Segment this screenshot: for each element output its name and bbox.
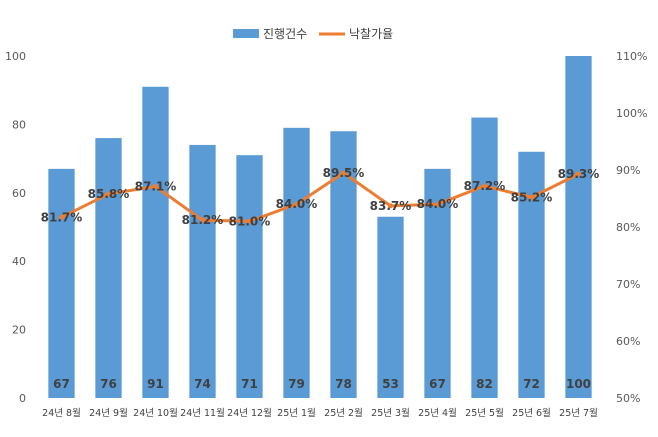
- line-point: [59, 214, 64, 220]
- line-value-label: 87.1%: [135, 180, 177, 194]
- line-path: [60, 171, 580, 223]
- bar-value-label: 78: [335, 377, 352, 391]
- legend-label-line: 낙찰가율: [349, 27, 393, 41]
- bar: [236, 155, 263, 398]
- bar-value-label: 74: [194, 377, 211, 391]
- line-value-label: 81.0%: [229, 214, 271, 228]
- x-axis-label: 25년 4월: [418, 407, 457, 419]
- bar: [518, 151, 545, 398]
- x-axis-label: 25년 7월: [559, 407, 598, 419]
- line-point: [106, 191, 111, 197]
- x-axis-label: 24년 10월: [133, 407, 178, 419]
- line-point: [341, 170, 346, 176]
- line-point: [294, 201, 299, 207]
- legend: 진행건수 낙찰가율: [233, 26, 393, 41]
- legend-swatch-bar: [233, 29, 259, 38]
- legend-label-bar: 진행건수: [263, 26, 307, 41]
- left-axis-tick: 40: [12, 255, 26, 268]
- bar-value-label: 82: [476, 377, 493, 391]
- line-point: [388, 203, 393, 209]
- bar-value-label: 76: [100, 377, 117, 391]
- line-value-label: 89.3%: [558, 167, 600, 181]
- line-point: [247, 218, 252, 224]
- right-axis-tick: 60%: [616, 335, 640, 348]
- x-axis-labels: 24년 8월 24년 9월 24년 10월 24년 11월 24년 12월 25년 1월 2…: [42, 407, 598, 419]
- x-axis-label: 25년 1월: [277, 407, 316, 419]
- line-value-label: 84.0%: [417, 197, 459, 211]
- x-axis-label: 24년 8월: [42, 407, 81, 419]
- x-axis-label: 25년 2월: [324, 407, 363, 419]
- line-point: [435, 201, 440, 207]
- bar-value-label: 91: [147, 377, 164, 391]
- bar-value-label: 72: [523, 377, 540, 391]
- bar-value-label: 53: [382, 377, 399, 391]
- bar: [377, 216, 404, 398]
- bar: [283, 127, 310, 398]
- bar-value-label: 71: [241, 377, 258, 391]
- right-axis-tick: 100%: [616, 107, 647, 120]
- bar: [48, 168, 75, 398]
- line-value-label: 87.2%: [464, 179, 506, 193]
- bar: [330, 131, 357, 399]
- line-value-label: 81.2%: [182, 213, 224, 227]
- right-axis-tick: 110%: [616, 50, 647, 63]
- line-point: [153, 184, 158, 190]
- right-axis-tick: 70%: [616, 278, 640, 291]
- line-point: [200, 217, 205, 223]
- x-axis-label: 24년 9월: [89, 407, 128, 419]
- right-axis-tick: 50%: [616, 392, 640, 405]
- line-series: 81.7% 85.8% 87.1% 81.2% 81.0% 84.0% 89.5% 83.7%…: [41, 166, 600, 228]
- right-axis: 50% 60% 70% 80% 90% 100% 110%: [616, 50, 647, 405]
- bar-value-label: 79: [288, 377, 305, 391]
- x-axis-label: 25년 6월: [512, 407, 551, 419]
- left-axis-tick: 20: [12, 324, 26, 337]
- line-value-label: 81.7%: [41, 210, 83, 224]
- left-axis-tick: 0: [19, 392, 26, 405]
- bar-series: 67 76 91 74 71 79 78 53 67 82 72 100: [48, 56, 592, 399]
- right-axis-tick: 80%: [616, 221, 640, 234]
- right-axis-tick: 90%: [616, 164, 640, 177]
- line-value-label: 85.8%: [88, 187, 130, 201]
- line-value-label: 85.2%: [511, 190, 553, 204]
- bar: [189, 144, 216, 398]
- x-axis-label: 25년 5월: [465, 407, 504, 419]
- left-axis-tick: 80: [12, 118, 26, 131]
- line-point: [482, 183, 487, 189]
- left-axis-tick: 60: [12, 187, 26, 200]
- x-axis-label: 24년 12월: [227, 407, 272, 419]
- line-value-label: 89.5%: [323, 166, 365, 180]
- x-axis-label: 25년 3월: [371, 407, 410, 419]
- line-value-label: 84.0%: [276, 197, 318, 211]
- line-point: [529, 194, 534, 200]
- bar-value-label: 67: [53, 377, 70, 391]
- bar: [424, 168, 451, 398]
- bar: [95, 138, 122, 398]
- bar-value-label: 100: [566, 377, 591, 391]
- bar: [565, 56, 592, 398]
- line-value-label: 83.7%: [370, 199, 412, 213]
- x-axis-label: 24년 11월: [180, 407, 225, 419]
- bar: [471, 117, 498, 398]
- line-point: [576, 171, 581, 177]
- bar-value-label: 67: [429, 377, 446, 391]
- bar: [142, 86, 169, 398]
- left-axis-tick: 100: [5, 50, 26, 63]
- left-axis: 0 20 40 60 80 100: [5, 50, 26, 405]
